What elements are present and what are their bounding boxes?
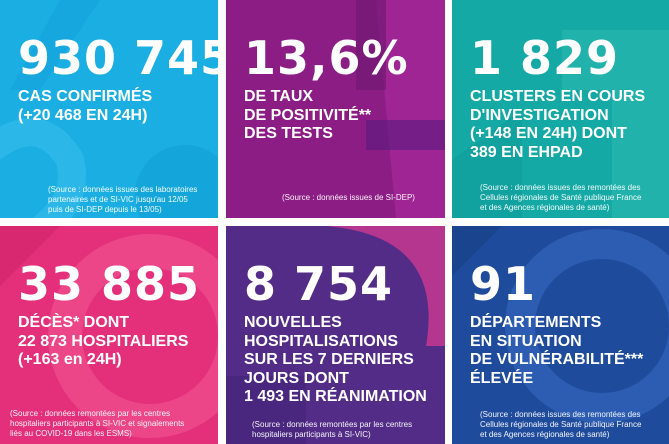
positivity-rate-label: DE TAUX DE POSITIVITÉ** DES TESTS [244, 88, 372, 142]
departments-number: 91 [470, 257, 537, 311]
clusters-number: 1 829 [470, 31, 620, 85]
positivity-rate-number: 13,6% [244, 31, 409, 85]
tile-clusters: 1 829 CLUSTERS EN COURS D'INVESTIGATION … [452, 0, 669, 218]
confirmed-cases-number: 930 745 [18, 31, 218, 85]
tile-positivity-rate: 13,6% DE TAUX DE POSITIVITÉ** DES TESTS … [226, 0, 445, 218]
tile-confirmed-cases: 930 745 CAS CONFIRMÉS (+20 468 EN 24H) (… [0, 0, 218, 218]
clusters-source: (Source : données issues des remontées d… [480, 183, 642, 212]
hospitalisations-source: (Source : données remontées par les cent… [252, 420, 413, 439]
confirmed-cases-source: (Source : données issues des laboratoire… [48, 185, 198, 214]
tile-departments: 91 DÉPARTEMENTS EN SITUATION DE VULNÉRAB… [452, 226, 669, 444]
hospitalisations-number: 8 754 [244, 257, 394, 311]
clusters-label: CLUSTERS EN COURS D'INVESTIGATION (+148 … [470, 88, 646, 161]
deaths-label: DÉCÈS* DONT 22 873 HOSPITALIERS (+163 en… [18, 314, 189, 368]
confirmed-cases-label: CAS CONFIRMÉS (+20 468 EN 24H) [18, 88, 153, 124]
tile-hospitalisations: 8 754 NOUVELLES HOSPITALISATIONS SUR LES… [226, 226, 445, 444]
departments-label: DÉPARTEMENTS EN SITUATION DE VULNÉRABILI… [470, 314, 644, 387]
hospitalisations-label: NOUVELLES HOSPITALISATIONS SUR LES 7 DER… [244, 314, 427, 405]
deaths-source: (Source : données remontées par les cent… [10, 409, 185, 438]
departments-source: (Source : données issues des remontées d… [480, 410, 642, 439]
positivity-rate-source: (Source : données issues de SI-DEP) [282, 193, 415, 202]
tile-deaths: 33 885 DÉCÈS* DONT 22 873 HOSPITALIERS (… [0, 226, 218, 444]
deaths-number: 33 885 [18, 257, 201, 311]
